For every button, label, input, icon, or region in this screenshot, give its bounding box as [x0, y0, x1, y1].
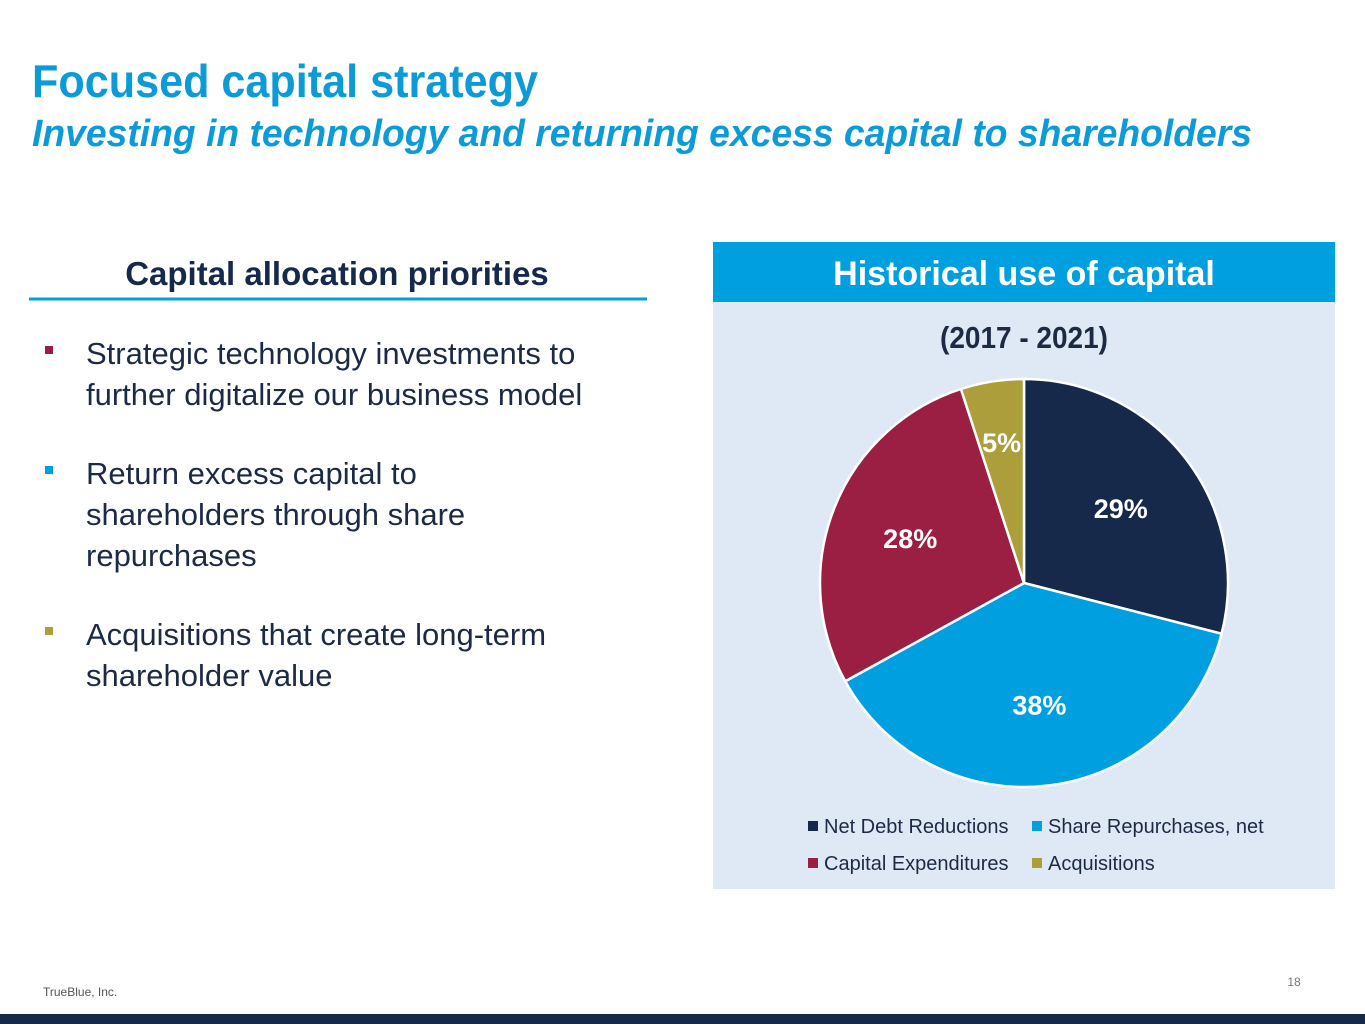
- left-heading: Capital allocation priorities: [125, 255, 549, 292]
- pie-slice: [1022, 377, 1230, 636]
- legend-label: Share Repurchases, net: [1048, 816, 1264, 838]
- footer-bar: [0, 1014, 1365, 1024]
- bullet-marker: [45, 466, 53, 474]
- bullet-text: shareholders through share: [86, 497, 465, 532]
- page-number: 18: [1287, 975, 1301, 989]
- panel-heading: Historical use of capital: [833, 255, 1215, 293]
- legend-label: Net Debt Reductions: [824, 816, 1009, 838]
- bullet-text: Return excess capital to: [86, 456, 417, 491]
- slice-label: 28%: [883, 524, 937, 554]
- legend-label: Acquisitions: [1048, 853, 1155, 875]
- pie-slice: [959, 377, 1026, 584]
- legend-swatch: [1032, 858, 1042, 868]
- footer-company: TrueBlue, Inc.: [43, 985, 117, 999]
- bullet-text: further digitalize our business model: [86, 377, 582, 412]
- pie-slice: [843, 581, 1224, 789]
- bullet-text: Strategic technology investments to: [86, 336, 575, 371]
- bullet-marker: [45, 346, 53, 354]
- bullet-text: repurchases: [86, 538, 257, 573]
- slide-title: Focused capital strategy: [32, 55, 538, 107]
- bullet-marker: [45, 627, 53, 635]
- bullet-text: shareholder value: [86, 658, 332, 693]
- legend-swatch: [1032, 821, 1042, 831]
- legend-swatch: [808, 821, 818, 831]
- legend-label: Capital Expenditures: [824, 853, 1009, 875]
- pie-chart: 29% 38% 28% 5%: [818, 377, 1230, 789]
- slice-label: 29%: [1094, 494, 1148, 524]
- bullet-text: Acquisitions that create long-term: [86, 617, 546, 652]
- slice-label: 38%: [1012, 690, 1066, 720]
- legend: Net Debt Reductions Share Repurchases, ne…: [808, 816, 1264, 875]
- legend-swatch: [808, 858, 818, 868]
- slide-subtitle: Investing in technology and returning ex…: [32, 113, 1252, 155]
- slice-label: 5%: [982, 428, 1021, 458]
- chart-subtitle: (2017 - 2021): [940, 320, 1108, 355]
- panel-header: [713, 242, 1335, 302]
- pie-slice: [818, 387, 1026, 683]
- bullet-list: Strategic technology investments to furth…: [45, 336, 582, 693]
